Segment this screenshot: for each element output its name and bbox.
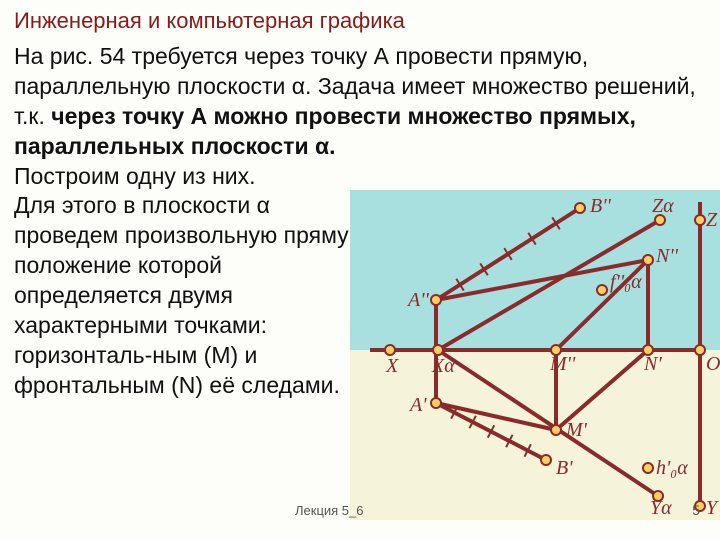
geometry-diagram: X Xα M'' N' O B'' Zα Z N'' f''₀α A'' A' M' B' h'₀α Yα Y	[350, 190, 720, 520]
svg-text:A'': A''	[406, 289, 429, 311]
svg-text:M'': M''	[549, 353, 576, 375]
paragraph-2: Построим одну из них.	[14, 162, 706, 192]
svg-text:Y: Y	[706, 497, 719, 519]
svg-text:f''₀α: f''₀α	[610, 271, 642, 293]
p1-bold: через точку А можно провести множество п…	[14, 103, 636, 159]
paragraph-1: На рис. 54 требуется через точку А прове…	[14, 42, 706, 162]
svg-text:N'': N''	[655, 245, 679, 267]
svg-text:A': A'	[408, 394, 427, 416]
svg-text:M': M'	[565, 419, 588, 441]
paragraph-3: Для этого в плоскости α проведем произво…	[14, 191, 374, 400]
svg-text:O: O	[706, 353, 720, 375]
svg-text:X: X	[385, 355, 399, 377]
svg-text:Z: Z	[706, 209, 718, 231]
svg-text:B': B'	[556, 457, 573, 479]
page-number: 5	[692, 502, 700, 518]
svg-text:Yα: Yα	[650, 497, 672, 519]
lecture-footer: Лекция 5_6	[295, 503, 364, 518]
svg-text:B'': B''	[590, 195, 611, 217]
svg-text:Xα: Xα	[431, 355, 455, 377]
svg-text:N': N'	[643, 353, 662, 375]
slide-header: Инженерная и компьютерная графика	[0, 0, 720, 38]
svg-text:Zα: Zα	[652, 195, 674, 217]
svg-text:h'₀α: h'₀α	[656, 457, 688, 479]
